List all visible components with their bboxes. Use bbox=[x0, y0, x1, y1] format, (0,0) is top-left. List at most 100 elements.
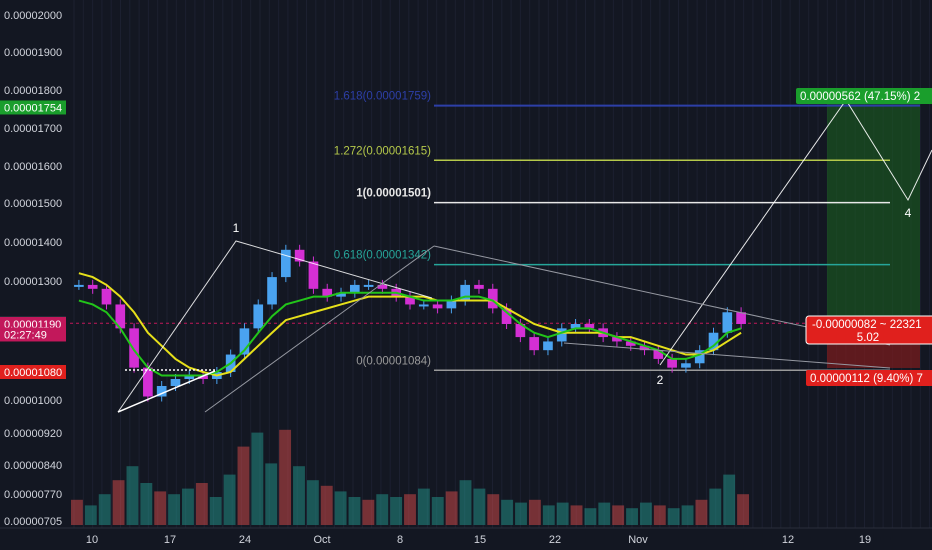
volume-bar bbox=[584, 508, 597, 525]
time-tick-label: 24 bbox=[239, 534, 251, 546]
volume-bar bbox=[542, 505, 555, 525]
target-badge-box bbox=[796, 88, 932, 104]
volume-bar bbox=[98, 494, 111, 525]
volume-bar bbox=[362, 499, 375, 525]
time-tick-label: 19 bbox=[859, 534, 871, 546]
fib-label: 0.618(0.00001342) bbox=[334, 250, 431, 262]
volume-bar bbox=[709, 488, 722, 525]
volume-bar bbox=[404, 494, 416, 525]
stop-badge-text: 0.00000112 (9.40%) 7 bbox=[810, 373, 923, 385]
price-tick-label: 0.00000920 bbox=[4, 428, 62, 440]
candle bbox=[487, 288, 498, 309]
candle bbox=[294, 249, 305, 262]
candle bbox=[460, 284, 471, 301]
channel-line bbox=[563, 342, 891, 369]
time-tick-label: Oct bbox=[313, 534, 330, 546]
volume-bar bbox=[501, 499, 514, 525]
candle bbox=[115, 304, 126, 329]
candle bbox=[101, 288, 112, 305]
price-tick-label: 0.00002000 bbox=[4, 10, 62, 22]
volume-bar bbox=[737, 494, 749, 525]
time-tick-label: Nov bbox=[628, 534, 648, 546]
candle bbox=[612, 337, 622, 342]
price-axis: 0.00002000 0.00001900 0.00001800 0.00001700… bbox=[0, 0, 68, 528]
price-badge: 02:27:49 bbox=[4, 329, 47, 341]
price-tick-label: 0.00000705 bbox=[4, 516, 62, 528]
stop-badge-box bbox=[806, 370, 932, 386]
candle bbox=[418, 304, 429, 307]
volume-bar bbox=[237, 446, 250, 525]
price-tick-label: 0.00001400 bbox=[4, 237, 62, 249]
candle bbox=[363, 284, 374, 287]
time-tick-label: 15 bbox=[474, 534, 486, 546]
candle bbox=[570, 324, 581, 329]
fib-label: 1(0.00001501) bbox=[356, 188, 431, 200]
volume-bar bbox=[112, 480, 125, 525]
wave-label: 1 bbox=[233, 221, 240, 235]
candle bbox=[405, 296, 415, 305]
candle bbox=[474, 284, 484, 289]
candle bbox=[170, 379, 181, 386]
stop-badge: 0.00000112 (9.40%) 7 bbox=[806, 370, 932, 386]
position-ratio-text: 5.02 bbox=[857, 332, 879, 344]
price-badge-bg bbox=[0, 100, 66, 115]
wave-label: 2 bbox=[657, 373, 664, 387]
price-badge: 0.00001754 bbox=[4, 102, 62, 114]
volume-bar bbox=[140, 483, 153, 525]
price-tick-label: 0.00001300 bbox=[4, 276, 62, 288]
price-tick-label: 0.00001500 bbox=[4, 198, 62, 210]
candle bbox=[625, 341, 636, 346]
volume-bar bbox=[223, 474, 236, 525]
candle bbox=[87, 284, 98, 289]
price-tick-label: 0.00001600 bbox=[4, 161, 62, 173]
position-badge-text: -0.00000082 ~ 22321 bbox=[812, 319, 922, 331]
volume-bar bbox=[334, 491, 347, 525]
time-axis: 10 17 24 Oct 8 15 22 Nov 12 19 bbox=[0, 527, 932, 550]
volume-bar bbox=[376, 494, 389, 525]
price-tick-label: 0.00000770 bbox=[4, 489, 62, 501]
volume-bar bbox=[182, 488, 194, 525]
volume-bar bbox=[306, 480, 319, 525]
volume-bar bbox=[279, 429, 292, 525]
volume-bar bbox=[612, 505, 625, 525]
wave-label: 4 bbox=[905, 206, 912, 220]
candle bbox=[253, 304, 264, 329]
candle bbox=[446, 300, 457, 309]
candle bbox=[501, 308, 512, 324]
time-tick-label: 8 bbox=[397, 534, 403, 546]
candle bbox=[74, 284, 84, 287]
volume-bar bbox=[639, 502, 652, 525]
volume-bar bbox=[209, 497, 222, 525]
volume-bar bbox=[195, 483, 208, 525]
candle bbox=[694, 350, 705, 364]
target-zone bbox=[827, 104, 920, 325]
candle bbox=[267, 277, 277, 305]
candle bbox=[681, 363, 691, 368]
volume-bar bbox=[84, 505, 97, 525]
triangle-line bbox=[117, 370, 216, 413]
volume-bar bbox=[348, 497, 361, 525]
volume-bar bbox=[431, 497, 444, 525]
candle bbox=[529, 337, 539, 351]
candle bbox=[736, 312, 746, 324]
target-badge-text: 0.00000562 (47.15%) 2 bbox=[800, 91, 920, 103]
candle bbox=[543, 341, 553, 351]
candle bbox=[198, 375, 208, 379]
time-tick-label: 22 bbox=[549, 534, 561, 546]
candle bbox=[377, 284, 388, 289]
candle bbox=[515, 324, 526, 338]
volume-bar bbox=[293, 466, 305, 525]
channel-line bbox=[204, 245, 435, 413]
candle bbox=[653, 350, 664, 359]
wave-lines bbox=[117, 99, 932, 413]
price-tick-label: 0.00001700 bbox=[4, 123, 62, 135]
price-tick-label: 0.00001000 bbox=[4, 395, 62, 407]
candles bbox=[74, 244, 746, 402]
candle bbox=[239, 328, 250, 355]
volume-bar bbox=[667, 508, 680, 525]
volume-bar bbox=[168, 494, 181, 525]
projection-line bbox=[659, 99, 932, 366]
fib-label: 0(0.00001084) bbox=[356, 355, 431, 367]
candle bbox=[708, 332, 719, 351]
